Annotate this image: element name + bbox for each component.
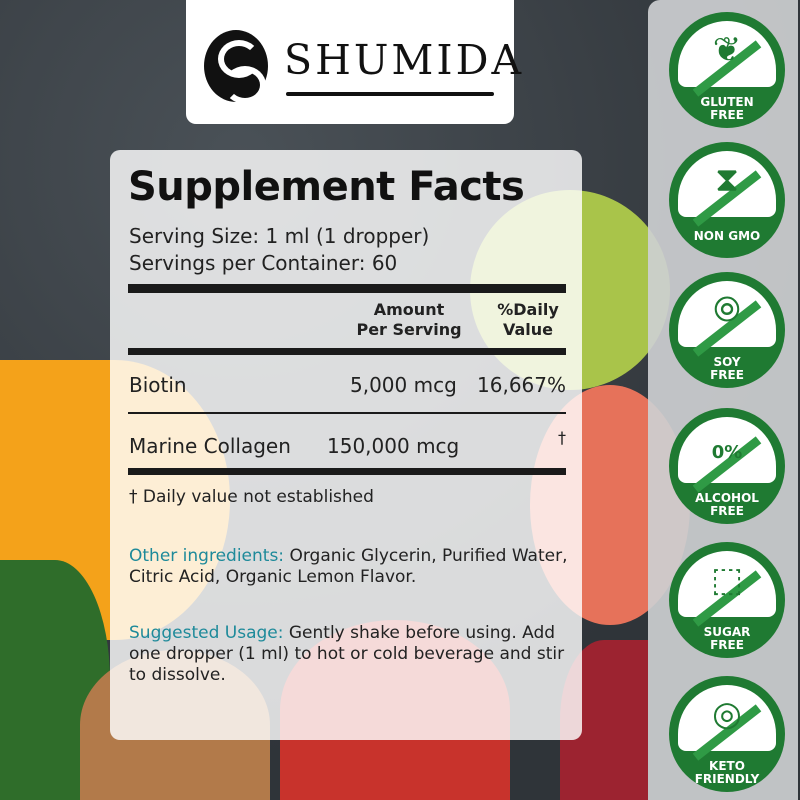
badge-label: NON GMO <box>693 229 761 243</box>
wheat-icon: ❦ <box>712 30 742 70</box>
soybean-icon: ⦾ <box>713 290 741 330</box>
thick-divider <box>128 348 566 355</box>
serving-size: Serving Size: 1 ml (1 dropper) <box>129 224 430 248</box>
thin-divider <box>128 412 566 414</box>
badge-soy-free: ⦾ SOY FREE <box>669 272 785 388</box>
thick-divider <box>128 284 566 293</box>
brand-name: SHUMIDA <box>284 36 525 84</box>
other-ingredients-label: Other ingredients: <box>129 546 285 566</box>
badges-column <box>648 0 798 800</box>
logo-s-mark-icon <box>204 30 268 104</box>
badge-label: SOY FREE <box>710 355 744 382</box>
header-amount: Amount Per Serving <box>356 300 462 339</box>
badge-gluten-free: ❦ GLUTEN FREE <box>669 12 785 128</box>
supplement-facts-panel <box>110 150 582 740</box>
suggested-usage: Suggested Usage: Gently shake before usi… <box>129 623 569 686</box>
row-name: Marine Collagen <box>129 434 291 458</box>
row-amount: 5,000 mcg <box>350 373 457 397</box>
servings-per-container: Servings per Container: 60 <box>129 251 398 275</box>
facts-title: Supplement Facts <box>128 164 525 210</box>
badge-label: SUGAR FREE <box>703 625 751 652</box>
badge-non-gmo: ⧗ NON GMO <box>669 142 785 258</box>
badge-keto-friendly: ◎ KETO FRIENDLY <box>669 676 785 792</box>
badge-label: KETO FRIENDLY <box>694 759 760 786</box>
logo-underline <box>286 92 494 96</box>
row-name: Biotin <box>129 373 187 397</box>
avocado-icon: ◎ <box>712 694 742 734</box>
thick-divider <box>128 468 566 475</box>
drop-icon: 0% <box>711 442 743 463</box>
row-dv: † <box>558 428 566 447</box>
suggested-usage-label: Suggested Usage: <box>129 623 284 643</box>
other-ingredients: Other ingredients: Organic Glycerin, Pur… <box>129 546 569 588</box>
sugar-cube-icon: ⬚ <box>710 560 744 600</box>
footnote: † Daily value not established <box>129 487 374 507</box>
badge-alcohol-free: 0% ALCOHOL FREE <box>669 408 785 524</box>
row-dv: 16,667% <box>477 373 566 397</box>
badge-label: ALCOHOL FREE <box>695 491 759 518</box>
suggested-usage-text: Gently shake before using. Add one dropp… <box>129 623 565 685</box>
brand-logo: SHUMIDA <box>186 0 521 124</box>
other-ingredients-text: Organic Glycerin, Purified Water, Citric… <box>129 546 568 587</box>
badge-label: GLUTEN FREE <box>700 95 754 122</box>
header-daily-value: %Daily Value <box>497 300 559 339</box>
row-amount: 150,000 mcg <box>327 434 460 458</box>
dna-icon: ⧗ <box>715 160 739 200</box>
badge-sugar-free: ⬚ SUGAR FREE <box>669 542 785 658</box>
